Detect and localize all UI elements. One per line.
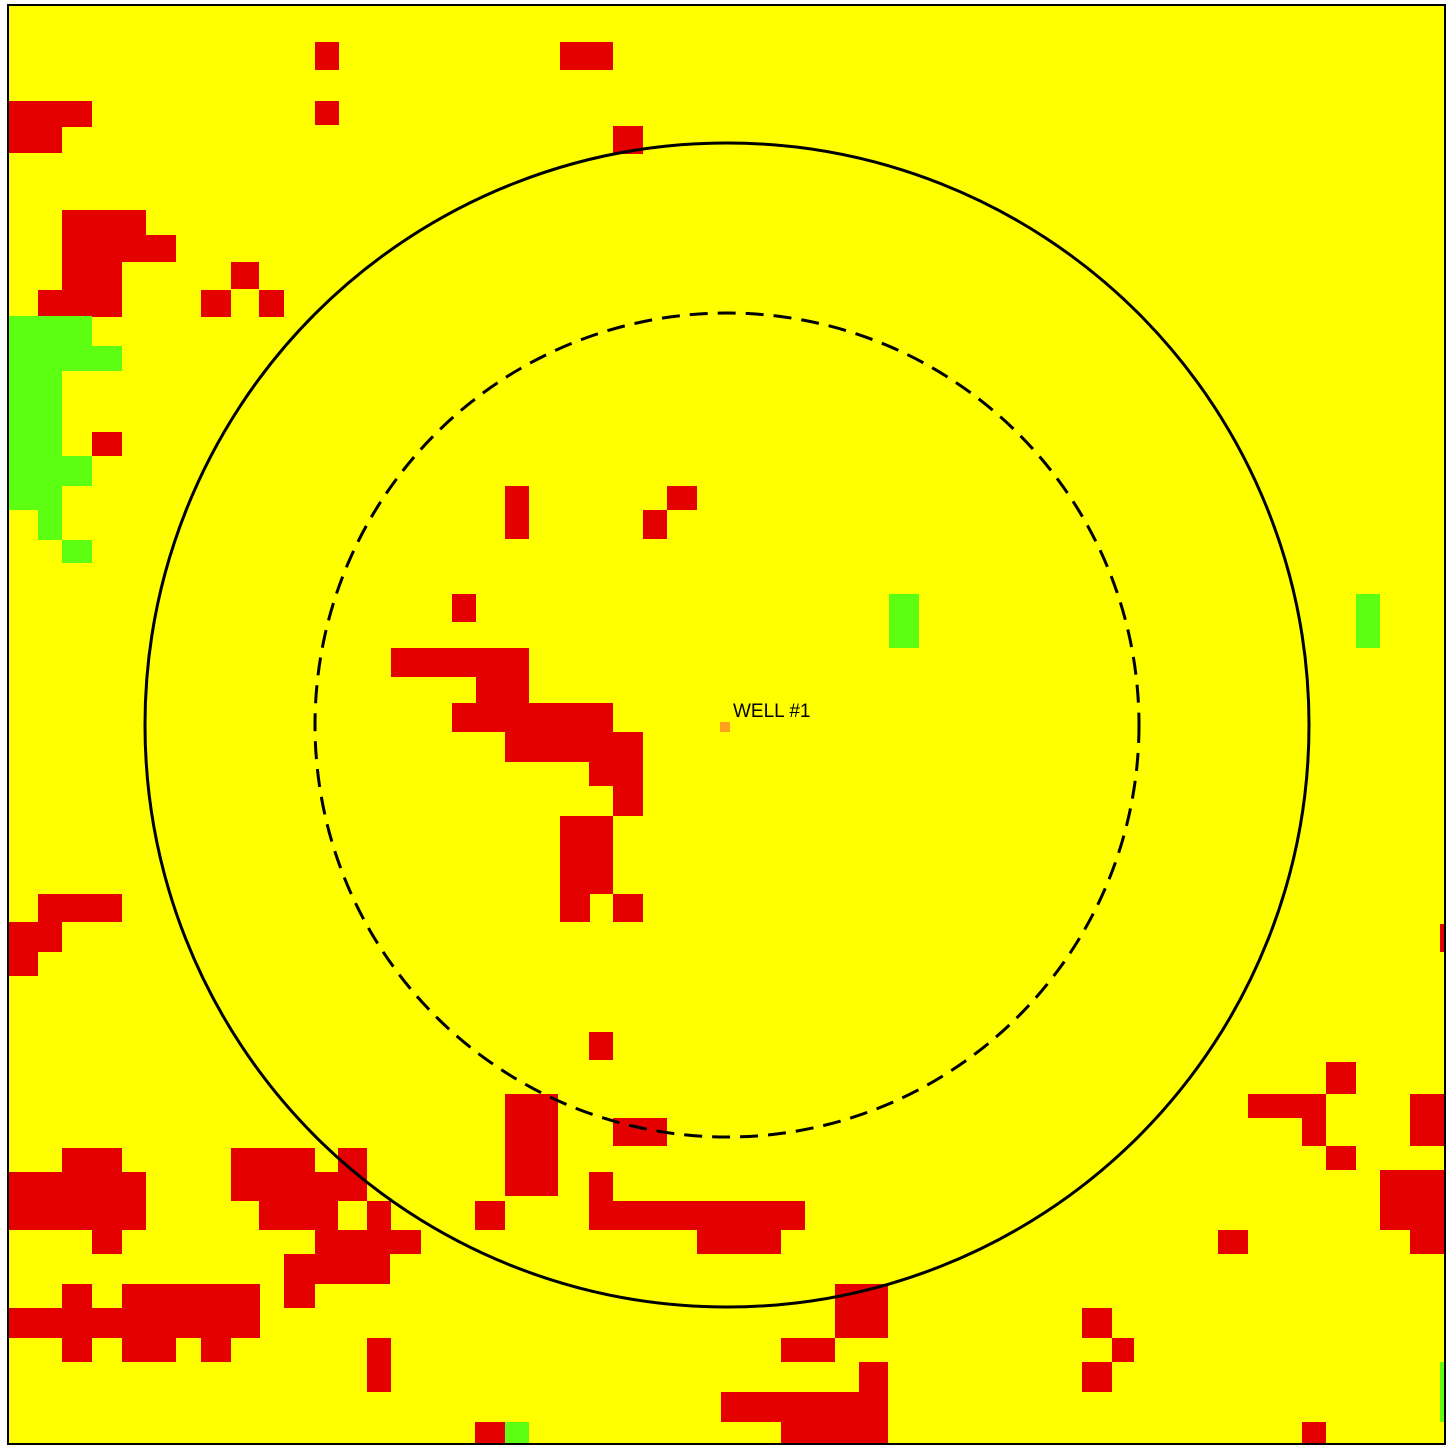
- red-cell: [62, 210, 146, 235]
- red-cell: [1380, 1170, 1446, 1230]
- red-cell: [92, 1230, 122, 1254]
- red-cell: [560, 894, 590, 922]
- well-label: WELL #1: [733, 701, 810, 722]
- red-cell: [452, 703, 613, 732]
- red-cell: [505, 1094, 558, 1124]
- red-cell: [1112, 1338, 1134, 1362]
- red-cell: [1326, 1146, 1356, 1170]
- green-cell: [62, 540, 92, 563]
- red-cell: [476, 677, 529, 703]
- red-cell: [284, 1284, 315, 1308]
- red-cell: [8, 127, 62, 153]
- red-cell: [560, 846, 613, 894]
- red-cell: [8, 101, 92, 127]
- red-cell: [231, 262, 259, 289]
- red-cell: [259, 1201, 338, 1230]
- red-cell: [367, 1338, 391, 1392]
- red-cell: [231, 1148, 315, 1172]
- red-cell: [122, 1338, 176, 1362]
- red-cell: [38, 290, 122, 317]
- red-cell: [1326, 1062, 1356, 1094]
- well-marker[interactable]: [720, 722, 730, 732]
- green-cell: [889, 594, 919, 648]
- rings-layer: [143, 141, 1311, 1309]
- red-cell: [231, 1172, 367, 1201]
- red-cell: [1440, 924, 1446, 952]
- red-cell: [1248, 1094, 1326, 1118]
- red-cell: [475, 1422, 505, 1445]
- red-cell: [8, 922, 62, 952]
- red-cell: [475, 1201, 505, 1230]
- red-cell: [613, 894, 643, 922]
- red-cell: [505, 732, 643, 762]
- red-cell: [8, 1172, 146, 1201]
- red-cell: [835, 1284, 888, 1338]
- red-cell: [62, 1148, 122, 1172]
- red-cell: [122, 1284, 260, 1308]
- red-cell: [1410, 1094, 1446, 1146]
- red-cell: [589, 1172, 613, 1201]
- red-cell: [284, 1254, 390, 1284]
- red-cell: [62, 1338, 92, 1362]
- red-cell: [92, 432, 122, 456]
- green-cell: [8, 486, 62, 510]
- red-cell: [62, 235, 176, 262]
- red-cell: [367, 1201, 391, 1230]
- red-cell: [781, 1422, 888, 1445]
- green-cell: [8, 456, 92, 486]
- red-cell: [643, 510, 667, 539]
- red-cell: [1410, 1230, 1446, 1254]
- red-cell: [38, 894, 122, 922]
- red-cell: [1082, 1362, 1112, 1392]
- red-cell: [391, 648, 529, 677]
- red-cell: [505, 486, 529, 539]
- green-cell: [1440, 1362, 1446, 1422]
- red-cell: [560, 42, 613, 70]
- red-cell: [259, 290, 284, 317]
- green-cell: [38, 510, 62, 540]
- red-cell: [452, 594, 476, 622]
- red-cell: [1302, 1118, 1326, 1146]
- red-cell: [8, 1308, 260, 1338]
- red-cell: [781, 1338, 835, 1362]
- red-cell: [721, 1392, 888, 1422]
- map-border: [7, 4, 1446, 1445]
- green-cell: [8, 371, 62, 456]
- green-cell: [1356, 594, 1380, 648]
- red-cell: [1082, 1308, 1112, 1338]
- red-cell: [697, 1230, 781, 1254]
- red-cell: [505, 1124, 558, 1196]
- red-cell: [1218, 1230, 1248, 1254]
- red-cell: [667, 486, 697, 510]
- red-cell: [859, 1362, 888, 1392]
- red-cell: [201, 290, 231, 317]
- outer-radius-ring: [143, 141, 1311, 1309]
- green-cell: [8, 346, 122, 371]
- red-cell: [613, 786, 643, 816]
- red-cell: [1302, 1422, 1326, 1445]
- red-cell: [589, 1032, 613, 1060]
- red-cell: [8, 952, 38, 976]
- red-cell: [8, 1201, 146, 1230]
- land-cells-layer: [8, 42, 1446, 1445]
- red-cell: [315, 101, 339, 125]
- red-cell: [62, 1284, 92, 1308]
- red-cell: [62, 262, 122, 290]
- green-cell: [8, 316, 92, 346]
- red-cell: [201, 1338, 231, 1362]
- red-cell: [751, 1201, 805, 1230]
- red-cell: [338, 1148, 367, 1172]
- red-cell: [315, 42, 339, 70]
- red-cell: [315, 1230, 421, 1254]
- inner-radius-ring: [313, 311, 1141, 1139]
- red-cell: [589, 762, 643, 786]
- red-cell: [560, 816, 613, 846]
- green-cell: [505, 1422, 529, 1445]
